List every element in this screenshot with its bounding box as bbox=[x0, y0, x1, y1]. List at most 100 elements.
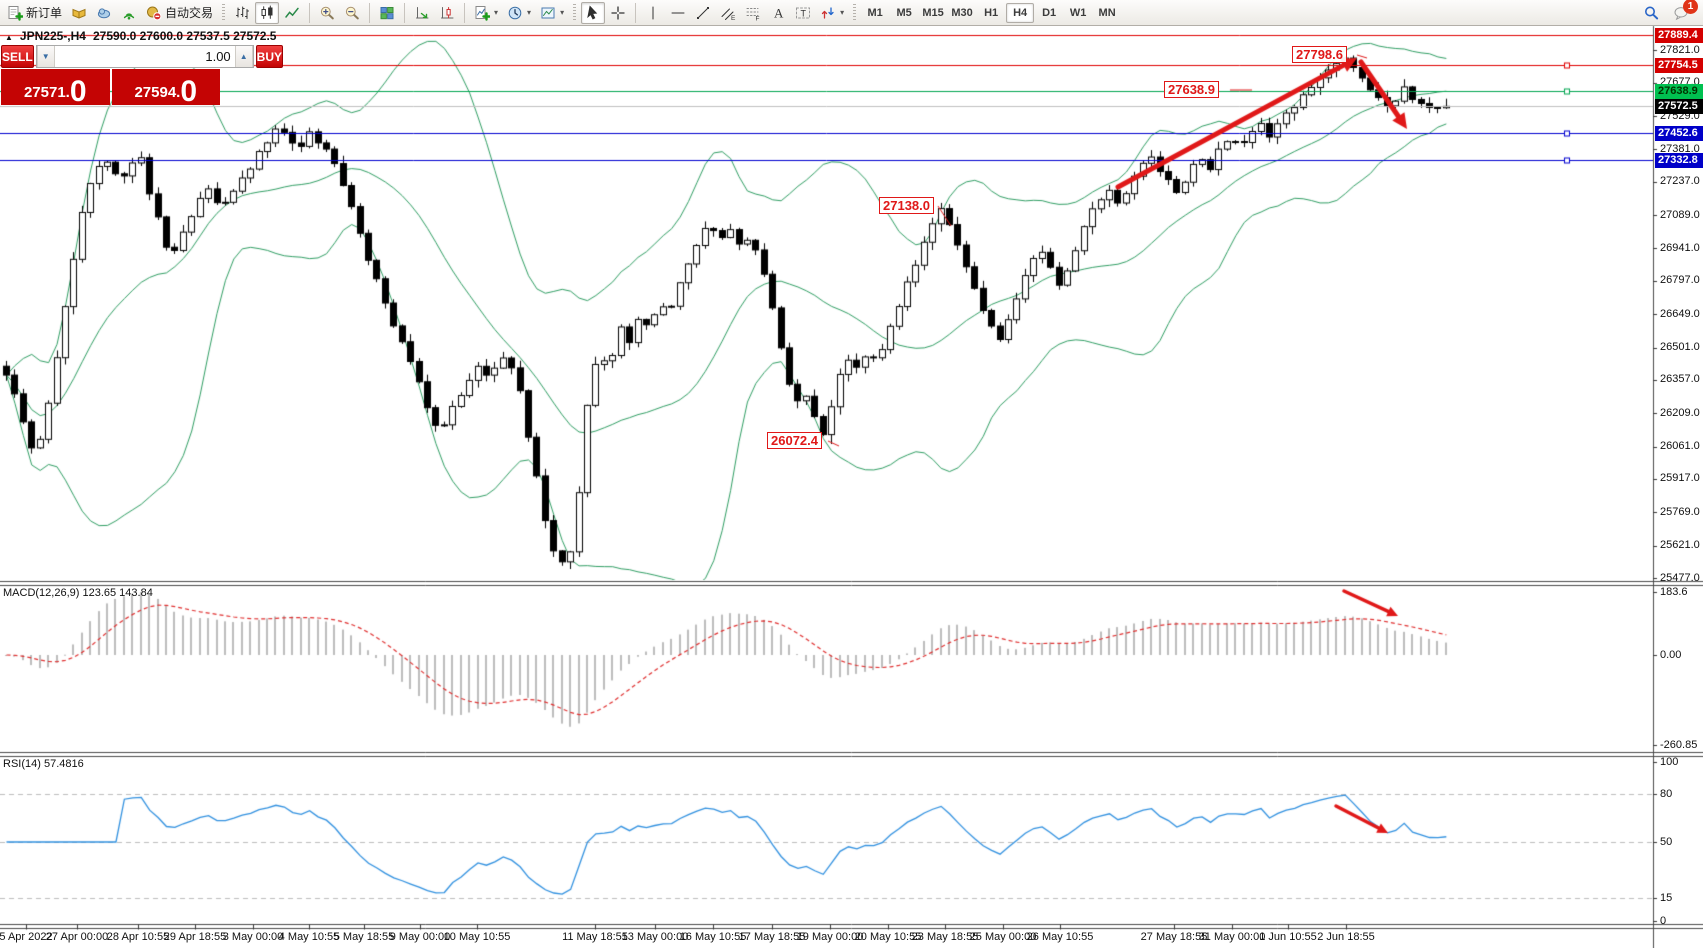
label-button[interactable]: T bbox=[791, 2, 815, 24]
line-chart-button[interactable] bbox=[280, 2, 304, 24]
buy-button[interactable]: BUY bbox=[255, 45, 284, 68]
clock-icon bbox=[507, 5, 523, 21]
price-axis-tick-label: 25621.0 bbox=[1660, 539, 1700, 552]
candle-chart-button[interactable] bbox=[255, 1, 280, 24]
zoom-in-button[interactable] bbox=[315, 2, 339, 24]
timeframe-h4[interactable]: H4 bbox=[1006, 2, 1035, 23]
search-button[interactable] bbox=[1640, 3, 1662, 23]
text-button[interactable]: A bbox=[766, 2, 790, 24]
time-axis-label: 25 May 00:00 bbox=[969, 931, 1037, 943]
time-axis-label: 31 May 00:00 bbox=[1198, 931, 1266, 943]
dropdown-arrow-icon: ▾ bbox=[527, 8, 532, 17]
timeframe-mn[interactable]: MN bbox=[1093, 3, 1121, 23]
trendline-button[interactable] bbox=[691, 2, 715, 24]
price-level-badge: 27332.8 bbox=[1655, 152, 1703, 168]
bar-chart-button[interactable] bbox=[230, 2, 254, 24]
publish-button[interactable] bbox=[92, 2, 116, 24]
cursor-icon bbox=[585, 4, 601, 21]
dropdown-arrow-icon: ▾ bbox=[560, 8, 565, 17]
timeframe-d1[interactable]: D1 bbox=[1035, 3, 1063, 23]
toolbar-grip bbox=[573, 3, 577, 22]
time-axis-label: 27 Apr 00:00 bbox=[45, 931, 109, 943]
arrows-button[interactable]: ▾ bbox=[816, 2, 848, 24]
price-axis-tick-label: 25477.0 bbox=[1660, 571, 1700, 584]
sell-button[interactable]: SELL bbox=[1, 45, 34, 68]
crosshair-button[interactable] bbox=[606, 2, 630, 24]
buy-price[interactable]: 27594. 0 bbox=[111, 69, 220, 106]
deposit-button[interactable] bbox=[67, 2, 91, 24]
toolbar-right: 1 bbox=[1640, 0, 1700, 23]
time-axis-label: 29 Apr 18:55 bbox=[163, 931, 227, 943]
horizontal-line-button[interactable] bbox=[666, 2, 690, 24]
chart-shift-icon bbox=[439, 5, 455, 21]
new-order-button[interactable]: 新订单 bbox=[3, 2, 66, 24]
time-axis-label: 5 Apr 2022 bbox=[0, 931, 53, 943]
fibonacci-button[interactable]: F bbox=[741, 2, 765, 24]
timeframe-m1[interactable]: M1 bbox=[861, 3, 889, 23]
cursor-button[interactable] bbox=[581, 1, 606, 24]
channel-icon: E bbox=[720, 5, 736, 21]
volume-increase-button[interactable]: ▲ bbox=[234, 46, 253, 67]
chart-collapse-icon: ▲ bbox=[5, 33, 13, 42]
price-annotation[interactable]: 27638.9 bbox=[1164, 81, 1219, 98]
timeframe-m5[interactable]: M5 bbox=[890, 3, 918, 23]
price-axis-tick-label: 26501.0 bbox=[1660, 341, 1700, 354]
timeframe-m30[interactable]: M30 bbox=[948, 3, 976, 23]
price-axis-tick-label: 26209.0 bbox=[1660, 406, 1700, 419]
price-annotation[interactable]: 27798.6 bbox=[1292, 46, 1347, 63]
templates-button[interactable]: ▾ bbox=[536, 2, 568, 24]
timeframe-m15[interactable]: M15 bbox=[919, 3, 947, 23]
timeframe-h1[interactable]: H1 bbox=[977, 3, 1005, 23]
hline-icon bbox=[670, 5, 686, 21]
time-axis-label: 13 May 00:00 bbox=[621, 931, 689, 943]
auto-scroll-icon bbox=[414, 5, 430, 21]
price-axis-tick-label: 26797.0 bbox=[1660, 274, 1700, 287]
macd-axis-tick-label: 183.6 bbox=[1660, 585, 1688, 598]
toolbar-grip bbox=[853, 3, 857, 22]
price-level-badge: 27572.5 bbox=[1655, 98, 1703, 114]
time-axis-label: 16 May 10:55 bbox=[679, 931, 747, 943]
auto-scroll-button[interactable] bbox=[410, 2, 434, 24]
time-axis-label: 20 May 10:55 bbox=[854, 931, 922, 943]
zoom-out-button[interactable] bbox=[340, 2, 364, 24]
price-axis-tick-label: 26061.0 bbox=[1660, 440, 1700, 453]
zoom-in-icon bbox=[319, 5, 335, 21]
indicators-button[interactable]: ▾ bbox=[470, 2, 502, 24]
sell-price[interactable]: 27571. 0 bbox=[1, 69, 110, 106]
chart-ohlc: 27590.0 27600.0 27537.5 27572.5 bbox=[92, 29, 277, 43]
price-axis-tick-label: 27381.0 bbox=[1660, 142, 1700, 155]
auto-trading-button[interactable]: 自动交易 bbox=[142, 2, 217, 24]
chart-shift-button[interactable] bbox=[435, 2, 459, 24]
price-axis-tick-label: 27089.0 bbox=[1660, 208, 1700, 221]
tile-windows-icon bbox=[379, 5, 395, 21]
equidistant-channel-button[interactable]: E bbox=[716, 2, 740, 24]
buy-price-main: 27594. bbox=[134, 84, 181, 101]
notifications-button[interactable]: 1 bbox=[1670, 0, 1698, 23]
macd-axis-tick-label: -260.85 bbox=[1660, 738, 1698, 751]
price-axis-tick-label: 25769.0 bbox=[1660, 505, 1700, 518]
time-axis-label: 27 May 18:55 bbox=[1140, 931, 1208, 943]
time-axis-label: 11 May 18:55 bbox=[562, 931, 628, 943]
time-axis-label: 3 May 00:00 bbox=[222, 931, 284, 943]
zoom-out-icon bbox=[344, 5, 360, 21]
vline-icon bbox=[645, 5, 661, 21]
price-level-badge: 27452.6 bbox=[1655, 125, 1703, 141]
dropdown-arrow-icon: ▾ bbox=[840, 8, 845, 17]
tile-windows-button[interactable] bbox=[375, 2, 399, 24]
book-icon bbox=[71, 5, 87, 21]
volume-decrease-button[interactable]: ▼ bbox=[36, 46, 55, 67]
price-annotation[interactable]: 27138.0 bbox=[879, 197, 934, 214]
periods-button[interactable]: ▾ bbox=[503, 2, 535, 24]
signals-button[interactable] bbox=[117, 2, 141, 24]
timeframe-w1[interactable]: W1 bbox=[1064, 3, 1092, 23]
vertical-line-button[interactable] bbox=[641, 2, 665, 24]
cloud-icon bbox=[96, 5, 112, 21]
price-axis-tick-label: 27237.0 bbox=[1660, 175, 1700, 188]
rsi-axis-tick-label: 100 bbox=[1660, 755, 1679, 768]
auto-trading-label: 自动交易 bbox=[165, 6, 214, 20]
time-axis-label: 23 May 18:55 bbox=[911, 931, 979, 943]
indicators-icon bbox=[474, 5, 491, 21]
volume-input[interactable] bbox=[54, 46, 235, 67]
price-annotation[interactable]: 26072.4 bbox=[767, 432, 822, 449]
